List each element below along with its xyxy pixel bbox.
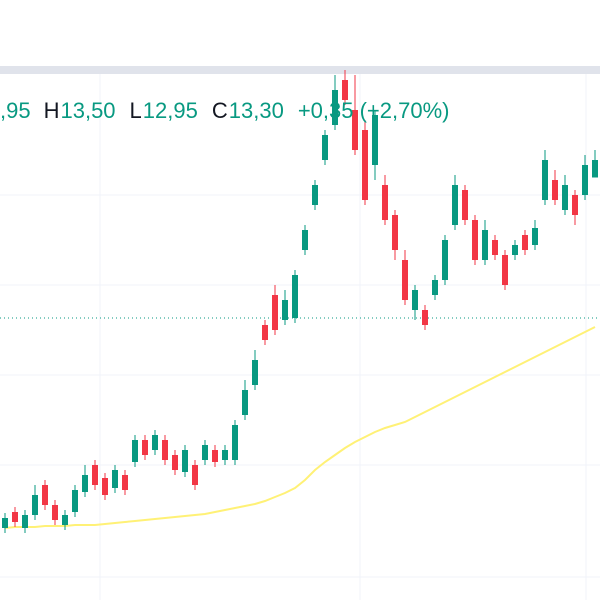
candle-body	[152, 435, 158, 450]
candle-body	[122, 475, 128, 490]
legend-label: C	[212, 98, 228, 123]
legend-value: 13,50	[60, 98, 115, 123]
candle-body	[2, 518, 8, 528]
plot	[0, 70, 600, 533]
candle-body	[422, 310, 428, 325]
candle-body	[322, 135, 328, 160]
candle-body	[442, 240, 448, 280]
candle-body	[82, 475, 88, 492]
candle-body	[462, 190, 468, 220]
candle-body	[552, 180, 558, 200]
candle-body	[182, 450, 188, 472]
legend-change: +0,35 (+2,70%)	[298, 98, 450, 123]
candle-body	[102, 478, 108, 495]
candle-body	[362, 130, 368, 200]
candle-body	[352, 110, 358, 150]
candle-body	[12, 512, 18, 522]
candle-body	[262, 325, 268, 340]
candle-body	[452, 185, 458, 225]
candle-body	[412, 290, 418, 310]
candle-body	[242, 390, 248, 415]
candle-body	[252, 360, 258, 385]
candle-body	[592, 160, 598, 178]
grid	[0, 74, 600, 600]
candle-body	[192, 465, 198, 485]
candle-body	[492, 240, 498, 255]
candle-body	[522, 235, 528, 250]
candle-body	[112, 470, 118, 488]
candle-body	[472, 220, 478, 260]
legend-label: H	[44, 98, 60, 123]
candle-body	[332, 90, 338, 125]
candle-body	[292, 275, 298, 318]
candle-body	[72, 490, 78, 512]
candle-body	[582, 165, 588, 195]
candle-body	[572, 195, 578, 215]
candle-body	[372, 115, 378, 165]
candle-body	[542, 160, 548, 200]
candle-body	[62, 515, 68, 525]
candle-body	[52, 505, 58, 520]
candle-body	[402, 260, 408, 300]
ohlc-legend: ,95 H 13,50 L 12,95 C 13,30 +0,35 (+2,70%)	[0, 98, 449, 123]
candle-body	[172, 455, 178, 470]
candle-body	[502, 255, 508, 285]
candle-body	[532, 228, 538, 245]
candle-body	[232, 425, 238, 460]
candle-body	[32, 495, 38, 515]
candle-body	[142, 440, 148, 455]
legend-label: L	[130, 98, 142, 123]
candle-body	[392, 215, 398, 250]
candle-body	[212, 450, 218, 462]
legend-value: 12,95	[143, 98, 198, 123]
candle-body	[162, 440, 168, 460]
legend-value: 13,30	[229, 98, 284, 123]
candle-body	[432, 280, 438, 295]
candle-body	[132, 440, 138, 462]
candle-body	[482, 230, 488, 260]
candle-body	[92, 465, 98, 485]
candle-body	[302, 230, 308, 250]
candle-body	[222, 450, 228, 460]
moving-average	[4, 326, 596, 529]
candle-body	[202, 445, 208, 460]
candle-body	[382, 185, 388, 220]
candle-body	[272, 295, 278, 330]
candle-body	[512, 245, 518, 255]
candle-body	[312, 185, 318, 205]
candle-body	[22, 515, 28, 528]
candle-body	[282, 300, 288, 320]
toolbar-band	[0, 66, 600, 74]
candle-body	[42, 485, 48, 505]
candle-body	[342, 80, 348, 100]
legend-open: ,95	[0, 98, 31, 123]
candle-body	[562, 185, 568, 210]
